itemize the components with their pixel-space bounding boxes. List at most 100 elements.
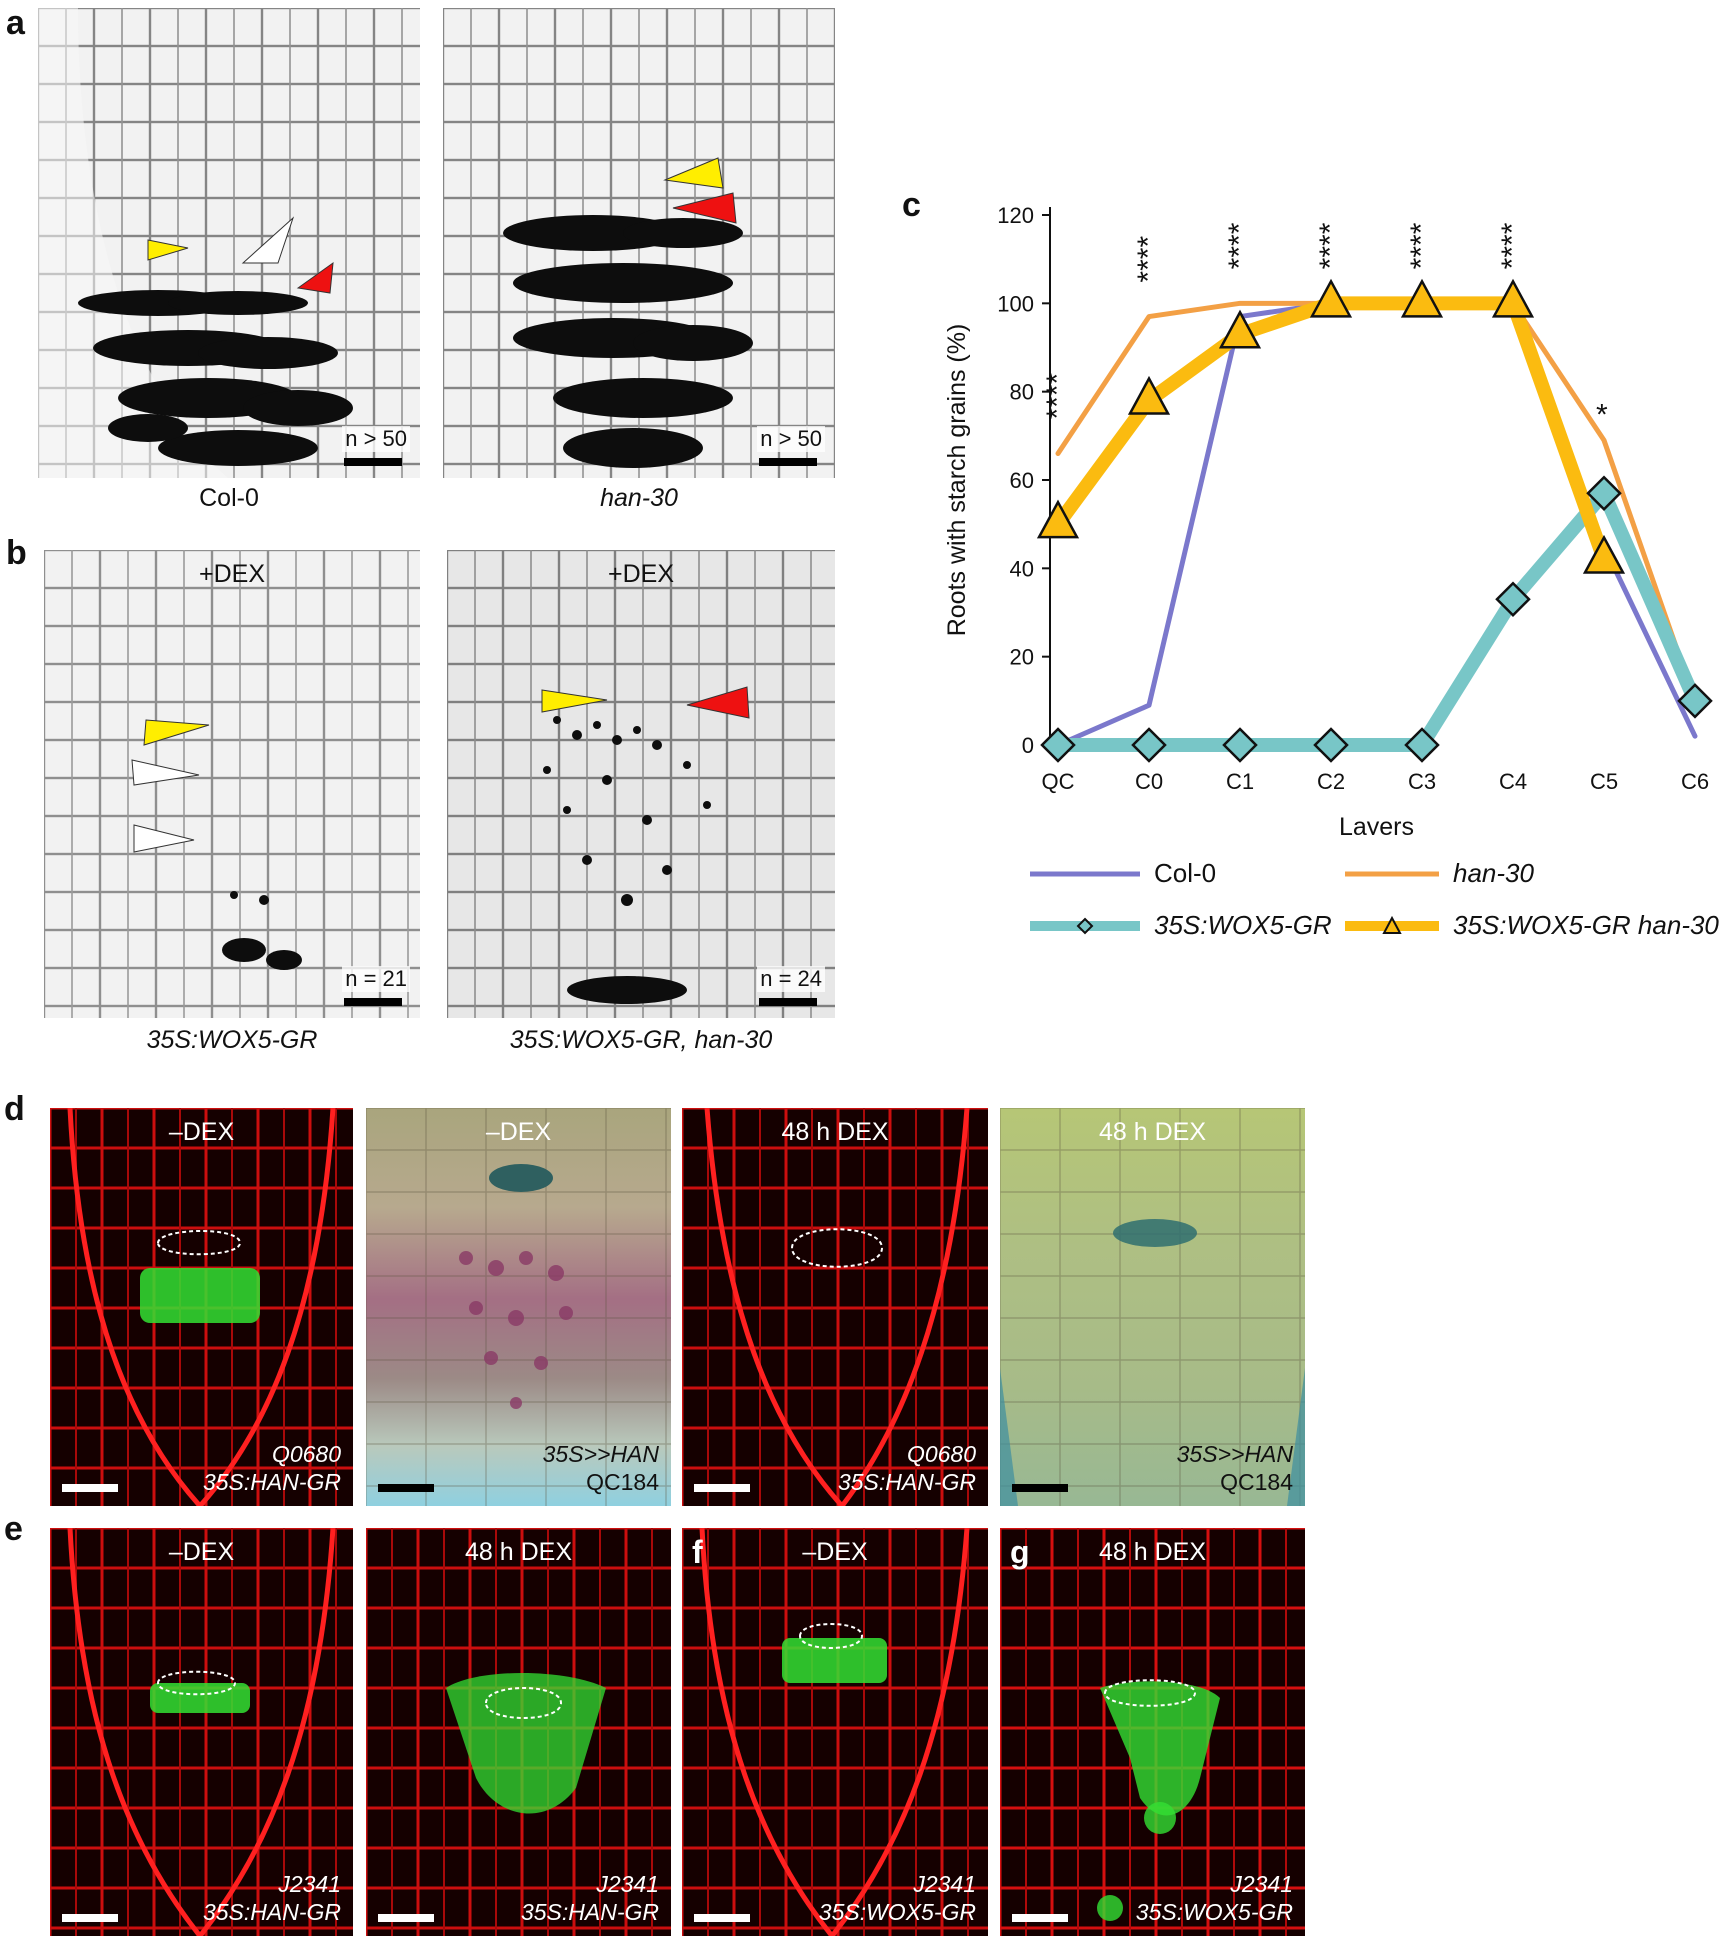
confocal-j2341-wox5-minus-dex: f –DEX J2341 35S:WOX5-GR — [682, 1528, 988, 1936]
data-point-diamond — [1586, 475, 1622, 512]
confocal-j2341-wox5-48h-dex: g 48 h DEX J2341 35S:WOX5-GR — [1000, 1528, 1305, 1936]
genotype-label: J2341 35S:WOX5-GR — [818, 1870, 976, 1925]
significance-label: **** — [1314, 222, 1347, 269]
x-tick-label: C5 — [1590, 769, 1618, 794]
n-label: n > 50 — [342, 426, 410, 452]
caption-col-0: Col-0 — [199, 484, 259, 512]
series-line-35s-wox5-gr-han-30 — [1051, 296, 1611, 567]
x-tick-label: C1 — [1226, 769, 1254, 794]
scale-bar — [759, 998, 817, 1006]
significance-label: **** — [1496, 222, 1529, 269]
scale-bar — [62, 1914, 118, 1922]
gus-35s-han-minus-dex: –DEX 35S>>HAN QC184 — [366, 1108, 671, 1506]
scale-bar — [694, 1914, 750, 1922]
panel-a-label: a — [6, 4, 25, 42]
data-point-triangle — [1036, 499, 1080, 539]
data-point-triangle — [1400, 278, 1444, 318]
scale-bar — [378, 1484, 434, 1492]
legend-item-col-0: Col-0 — [1030, 858, 1216, 889]
confocal-j2341-han-minus-dex: –DEX J2341 35S:HAN-GR — [50, 1528, 353, 1936]
data-point-triangle — [1309, 278, 1353, 318]
y-tick-label: 0 — [1022, 733, 1034, 758]
gus-35s-han-48h-dex: 48 h DEX 35S>>HAN QC184 — [1000, 1108, 1305, 1506]
legend-label: 35S:WOX5-GR han-30 — [1453, 910, 1719, 940]
legend-item-han-30: han-30 — [1345, 858, 1534, 889]
starch-grain-line-chart: 0 20 40 60 80 100 120 QC C0 C1 C2 C3 C4 C5 C6 Layers Roo… — [943, 203, 1713, 835]
scale-bar — [1012, 1484, 1068, 1492]
genotype-label: 35S>>HAN QC184 — [1176, 1440, 1293, 1495]
genotype-label: 35S>>HAN QC184 — [542, 1440, 659, 1495]
panel-e-label: e — [4, 1510, 23, 1548]
treatment-label: +DEX — [607, 560, 674, 588]
y-tick-label: 60 — [1010, 468, 1034, 493]
significance-label: **** — [1223, 222, 1256, 269]
panel-c-label: c — [902, 186, 921, 224]
x-tick-label: C3 — [1408, 769, 1436, 794]
scale-bar — [62, 1484, 118, 1492]
micrograph-35s-wox5-gr: +DEX n = 21 — [44, 550, 420, 1018]
caption-han-30: han-30 — [600, 484, 678, 512]
treatment-label: +DEX — [198, 560, 265, 588]
scale-bar — [378, 1914, 434, 1922]
caption-35s-wox5-gr: 35S:WOX5-GR — [146, 1026, 318, 1054]
genotype-label: J2341 35S:HAN-GR — [520, 1870, 659, 1925]
genotype-label: J2341 35S:HAN-GR — [202, 1870, 341, 1925]
scale-bar — [694, 1484, 750, 1492]
scale-bar — [1012, 1914, 1068, 1922]
x-tick-label: C4 — [1499, 769, 1527, 794]
x-tick-label: C2 — [1317, 769, 1345, 794]
x-tick-label: C0 — [1135, 769, 1163, 794]
y-tick-label: 40 — [1010, 556, 1034, 581]
data-point-triangle — [1491, 278, 1535, 318]
scale-bar — [344, 458, 402, 466]
significance-label: **** — [1405, 222, 1438, 269]
data-point-diamond — [1313, 727, 1349, 763]
data-point-diamond — [1677, 683, 1713, 719]
series-line-col-0 — [1055, 300, 1698, 748]
n-label: n = 24 — [757, 966, 825, 992]
panel-b-label: b — [6, 534, 27, 572]
legend-label: han-30 — [1453, 858, 1534, 888]
confocal-q0680-minus-dex: –DEX Q0680 35S:HAN-GR — [50, 1108, 353, 1506]
confocal-j2341-han-48h-dex: 48 h DEX J2341 35S:HAN-GR — [366, 1528, 671, 1936]
genotype-label: J2341 35S:WOX5-GR — [1135, 1870, 1293, 1925]
data-point-triangle — [1218, 309, 1262, 349]
x-axis-label: Layers — [1339, 813, 1414, 835]
x-tick-label: QC — [1042, 769, 1075, 794]
treatment-label: –DEX — [168, 1538, 235, 1566]
y-tick-label: 80 — [1010, 380, 1034, 405]
data-point-triangle — [1127, 375, 1171, 415]
n-label: n = 21 — [342, 966, 410, 992]
micrograph-han-30: n > 50 — [443, 8, 835, 478]
y-tick-label: 100 — [997, 291, 1034, 316]
treatment-label: 48 h DEX — [1098, 1118, 1206, 1146]
treatment-label: 48 h DEX — [781, 1118, 889, 1146]
data-point-diamond — [1404, 727, 1440, 763]
confocal-q0680-48h-dex: 48 h DEX Q0680 35S:HAN-GR — [682, 1108, 988, 1506]
y-axis-label: Roots with starch grains (%) — [943, 324, 971, 637]
panel-f-label: f — [692, 1534, 703, 1570]
significance-label: **** — [1132, 236, 1165, 283]
y-tick-label: 120 — [997, 203, 1034, 228]
scale-bar — [759, 458, 817, 466]
data-point-triangle — [1582, 534, 1626, 574]
legend-item-35s-wox5-gr: 35S:WOX5-GR — [1030, 910, 1332, 941]
data-point-diamond — [1131, 727, 1167, 763]
panel-g-label: g — [1010, 1534, 1030, 1570]
panel-d-label: d — [4, 1090, 25, 1128]
treatment-label: 48 h DEX — [464, 1538, 572, 1566]
scale-bar — [344, 998, 402, 1006]
micrograph-35s-wox5-gr-han-30: +DEX n = 24 — [447, 550, 835, 1018]
y-tick-label: 20 — [1010, 645, 1034, 670]
caption-35s-wox5-gr-han-30: 35S:WOX5-GR, han-30 — [509, 1026, 773, 1054]
treatment-label: –DEX — [802, 1538, 868, 1566]
treatment-label: –DEX — [485, 1118, 552, 1146]
treatment-label: –DEX — [168, 1118, 235, 1146]
legend-label: Col-0 — [1154, 858, 1217, 888]
treatment-label: 48 h DEX — [1098, 1538, 1206, 1566]
genotype-label: Q0680 35S:HAN-GR — [837, 1440, 976, 1495]
data-point-diamond — [1495, 581, 1531, 618]
genotype-label: Q0680 35S:HAN-GR — [202, 1440, 341, 1495]
micrograph-col-0: n > 50 — [38, 8, 420, 478]
data-point-diamond — [1222, 727, 1258, 763]
